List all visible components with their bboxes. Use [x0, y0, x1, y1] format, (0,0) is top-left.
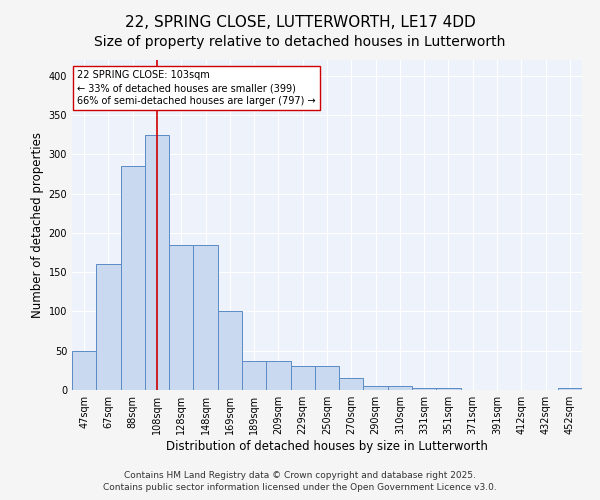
Text: Size of property relative to detached houses in Lutterworth: Size of property relative to detached ho…: [94, 35, 506, 49]
Text: Contains HM Land Registry data © Crown copyright and database right 2025.
Contai: Contains HM Land Registry data © Crown c…: [103, 471, 497, 492]
X-axis label: Distribution of detached houses by size in Lutterworth: Distribution of detached houses by size …: [166, 440, 488, 453]
Bar: [290, 366, 315, 390]
Y-axis label: Number of detached properties: Number of detached properties: [31, 132, 44, 318]
Bar: [218, 312, 242, 390]
Bar: [558, 388, 582, 390]
Bar: [121, 166, 145, 390]
Bar: [412, 388, 436, 390]
Bar: [436, 388, 461, 390]
Text: 22 SPRING CLOSE: 103sqm
← 33% of detached houses are smaller (399)
66% of semi-d: 22 SPRING CLOSE: 103sqm ← 33% of detache…: [77, 70, 316, 106]
Text: 22, SPRING CLOSE, LUTTERWORTH, LE17 4DD: 22, SPRING CLOSE, LUTTERWORTH, LE17 4DD: [125, 15, 475, 30]
Bar: [169, 244, 193, 390]
Bar: [388, 386, 412, 390]
Bar: [145, 134, 169, 390]
Bar: [266, 361, 290, 390]
Bar: [193, 244, 218, 390]
Bar: [72, 350, 96, 390]
Bar: [339, 378, 364, 390]
Bar: [315, 366, 339, 390]
Bar: [242, 361, 266, 390]
Bar: [364, 386, 388, 390]
Bar: [96, 264, 121, 390]
